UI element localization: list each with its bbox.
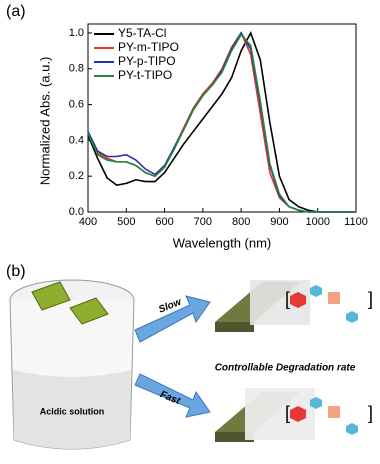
- plot: 400 500 600 700 800 900 1000 1100 0.0 0.2 0.4 0.6 0.…: [69, 26, 368, 228]
- y-tick-label: 0.2: [69, 170, 84, 182]
- bracket: [: [285, 289, 290, 309]
- y-tick-label: 0.8: [69, 63, 84, 75]
- plot-frame: [87, 23, 357, 213]
- legend-label: Y5-TA-Cl: [118, 26, 166, 40]
- x-tick-label: 600: [155, 216, 173, 228]
- arrow-label: Fast: [158, 389, 182, 407]
- y-tick-label: 0.6: [69, 98, 84, 110]
- x-tick-label: 800: [232, 216, 250, 228]
- arrow: [134, 295, 211, 343]
- film-fast: [ ]: [215, 388, 373, 442]
- x-tick-label: 1000: [305, 216, 329, 228]
- y-tick-label: 0.0: [69, 206, 84, 218]
- y-axis-title: Normalized Abs. (a.u.): [37, 57, 52, 186]
- beaker-label: Acidic solution: [40, 406, 105, 416]
- x-tick-label: 1100: [344, 216, 368, 228]
- series-line: [87, 33, 356, 213]
- y-tick-label: 0.4: [69, 134, 84, 146]
- x-tick-label: 900: [270, 216, 288, 228]
- arrow: [134, 373, 211, 418]
- x-tick-label: 700: [194, 216, 212, 228]
- x-tick-label: 400: [79, 216, 97, 228]
- film-slow: [ ]: [215, 280, 373, 332]
- x-axis-title: Wavelength (nm): [173, 235, 272, 250]
- caption: Controllable Degradation rate: [215, 363, 356, 374]
- x-tick-label: 500: [117, 216, 135, 228]
- beaker: [9, 279, 135, 450]
- series-line: [87, 30, 356, 213]
- y-tick-label: 1.0: [69, 27, 84, 39]
- panel-label: (a): [6, 3, 26, 20]
- legend-label: PY-t-TIPO: [118, 68, 172, 82]
- bracket: [: [285, 403, 290, 423]
- bracket: ]: [368, 289, 373, 309]
- bracket: ]: [368, 403, 373, 423]
- legend-label: PY-m-TIPO: [118, 40, 179, 54]
- legend-label: PY-p-TIPO: [118, 54, 176, 68]
- panel-label: (b): [6, 263, 26, 280]
